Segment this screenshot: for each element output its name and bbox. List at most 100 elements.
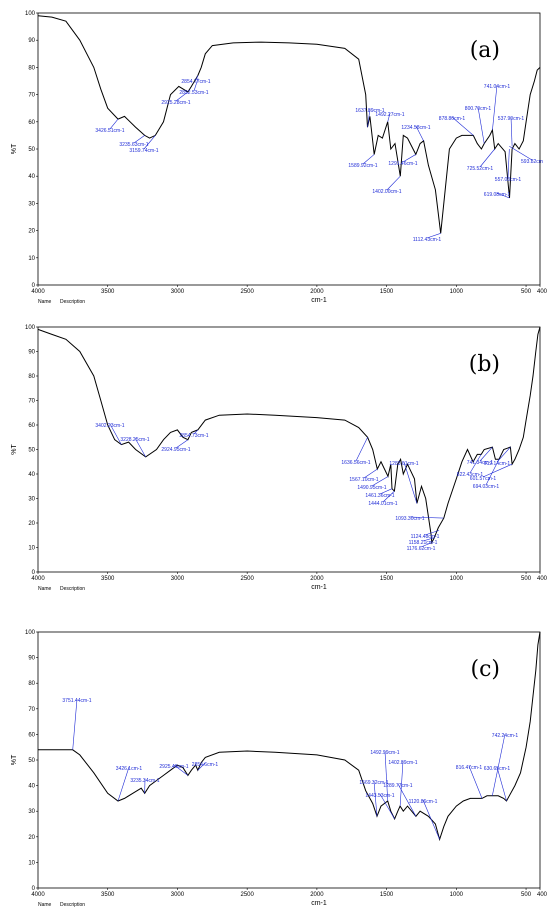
chart-panel-c: 0 10 20 30 40 50 60 70 80 90 100 4000 3500 3000 2500 20…	[11, 630, 548, 908]
peak-marker	[195, 75, 199, 81]
y-tick-label: 70	[28, 93, 35, 99]
peak-marker	[424, 530, 440, 536]
peak-marker	[382, 490, 395, 503]
peak-label: 742.24cm-1	[492, 733, 519, 739]
peak-label: 878.80cm-1	[439, 116, 466, 122]
peak-marker	[468, 765, 483, 799]
peak-label: 1490.95cm-1	[357, 485, 386, 491]
peak-label: 1567.10cm-1	[349, 477, 378, 483]
peak-marker	[379, 488, 393, 495]
y-tick-label: 20	[28, 835, 35, 841]
peak-marker	[492, 84, 498, 130]
x-tick-label: 4000	[31, 289, 45, 295]
peak-marker	[479, 148, 495, 168]
peak-label: 3426.51cm-1	[95, 128, 124, 134]
peak-label: 601.57cm-1	[470, 476, 497, 482]
peak-marker	[109, 118, 119, 130]
plot-frame	[37, 326, 541, 573]
footer-name: Name	[38, 586, 52, 592]
y-tick-label: 0	[32, 886, 36, 892]
peak-label: 741.34cm-1	[467, 460, 494, 466]
peak-label: 1444.01cm-1	[368, 501, 397, 507]
x-tick-label: 2000	[310, 289, 324, 295]
y-tick-label: 100	[25, 11, 36, 17]
peak-label: 1283.61cm-1	[389, 461, 418, 467]
peak-marker	[134, 437, 146, 457]
x-tick-label: 2500	[240, 576, 254, 582]
peak-label: 619.08cm-1	[484, 192, 511, 198]
peak-label: 1402.89cm-1	[388, 760, 417, 766]
peak-marker	[117, 766, 130, 802]
x-tick-label: 2000	[310, 892, 324, 898]
peak-label: 2925.28cm-1	[161, 100, 190, 106]
x-tick-label: 500	[521, 892, 532, 898]
peak-label: 2854.73cm-1	[179, 433, 208, 439]
y-tick-label: 80	[28, 65, 35, 71]
peak-marker	[379, 793, 395, 820]
x-tick-label: 400	[537, 892, 548, 898]
peak-marker	[373, 780, 378, 817]
footer-description: Description	[60, 586, 85, 592]
y-tick-label: 20	[28, 229, 35, 235]
y-tick-label: 50	[28, 758, 35, 764]
peak-marker	[133, 135, 145, 144]
x-tick-label: 3000	[171, 892, 185, 898]
x-tick-label: 3000	[171, 576, 185, 582]
y-tick-label: 70	[28, 399, 35, 405]
peak-marker	[402, 154, 416, 163]
peak-label: 1443.53cm-1	[365, 793, 394, 799]
peak-marker	[422, 537, 435, 542]
footer-name: Name	[38, 299, 52, 305]
spectrum-line	[37, 15, 541, 234]
peak-label: 2852.53cm-1	[179, 90, 208, 96]
peak-label: 1461.36cm-1	[365, 493, 394, 499]
peak-label: 2925.46cm-1	[159, 764, 188, 770]
peak-label: 1158.21cm-1	[409, 540, 438, 546]
peak-label: 3235.63cm-1	[119, 142, 148, 148]
peak-label: 1492.27cm-1	[375, 112, 404, 118]
peak-marker	[415, 125, 424, 141]
x-tick-label: 2500	[240, 892, 254, 898]
y-tick-label: 0	[32, 283, 36, 289]
chart-panel-a: 0 10 20 30 40 50 60 70 80 90 100 4000 3500 3000 2500 20…	[11, 11, 548, 305]
plot-frame	[37, 12, 541, 286]
plot-frame	[37, 631, 541, 889]
peak-marker	[496, 766, 507, 802]
peak-marker	[469, 454, 482, 474]
y-tick-label: 70	[28, 707, 35, 713]
peak-label: 1569.32cm-1	[359, 780, 388, 786]
x-tick-label: 4000	[31, 892, 45, 898]
peak-marker	[109, 423, 122, 445]
peak-label: 612.14cm-1	[484, 461, 511, 467]
peak-marker	[367, 108, 371, 128]
peak-marker	[399, 760, 404, 807]
y-tick-label: 60	[28, 423, 35, 429]
peak-marker	[387, 112, 391, 122]
y-axis-label: %T	[11, 754, 18, 765]
peak-label: 1176.62cm-1	[407, 546, 436, 552]
peak-label: 822.43cm-1	[457, 472, 484, 478]
y-tick-label: 50	[28, 448, 35, 454]
peak-marker	[426, 233, 441, 239]
peak-marker	[477, 106, 485, 144]
peak-marker	[496, 446, 511, 463]
y-tick-label: 50	[28, 147, 35, 153]
peak-label: 816.47cm-1	[456, 765, 483, 771]
peak-marker	[397, 783, 417, 817]
peak-label: 2854.6cm-1	[192, 762, 219, 768]
x-tick-label: 500	[521, 576, 532, 582]
peak-marker	[173, 764, 189, 776]
peak-label: 3426.1cm-1	[116, 766, 143, 772]
peak-marker	[507, 148, 510, 179]
x-tick-label: 1500	[380, 892, 394, 898]
x-tick-label: 400	[537, 576, 548, 582]
peak-label: 593.82cm	[521, 159, 543, 165]
peak-marker	[197, 762, 206, 771]
x-tick-label: 3500	[101, 892, 115, 898]
peak-label: 725.52cm-1	[467, 166, 494, 172]
peak-label: 1636.56cm-1	[341, 460, 370, 466]
peak-marker	[420, 542, 432, 548]
x-tick-label: 1000	[450, 289, 464, 295]
peak-label: 1234.58cm-1	[401, 125, 430, 131]
y-axis-label: %T	[11, 143, 18, 154]
